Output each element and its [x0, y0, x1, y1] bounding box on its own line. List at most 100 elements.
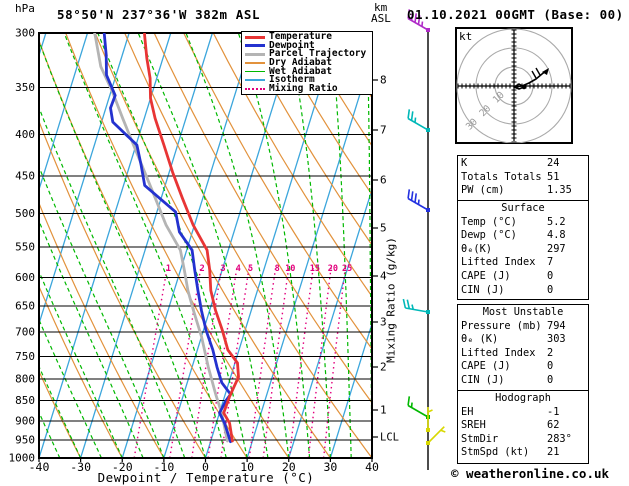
legend: Temperature Dewpoint Parcel Trajectory Dry … [241, 31, 373, 95]
legend-swatch-parcel-trajectory [245, 52, 265, 56]
legend-label: Dewpoint [269, 39, 315, 51]
stat-row: Lifted Index 2 [461, 347, 585, 361]
x-axis-label: Dewpoint / Temperature (°C) [97, 470, 315, 485]
legend-item: Isotherm [245, 75, 370, 84]
stat-value: 297 [547, 242, 566, 255]
hodograph-trace-barb [531, 70, 537, 79]
wet-adiabat-line [237, 33, 311, 458]
km-tick-label: 1 [380, 404, 387, 417]
legend-label: Temperature [269, 31, 332, 43]
mixing-ratio-label: 25 [342, 264, 352, 274]
hodograph-trace [513, 70, 547, 90]
stat-label: Dewp (°C) [461, 229, 517, 242]
pressure-tick-label: 850 [15, 394, 35, 407]
stat-label: CAPE (J) [461, 360, 511, 373]
isotherm-line [204, 33, 338, 458]
stat-label: Temp (°C) [461, 215, 517, 228]
stats-box-most-unstable: Most Unstable Pressure (mb) 794 θₑ (K) 303 Li… [457, 304, 589, 391]
stat-row: StmSpd (kt) 21 [461, 446, 585, 460]
wind-barb [407, 9, 430, 32]
dry-adiabat-line [39, 369, 82, 458]
pressure-tick-label: 350 [15, 81, 35, 94]
pressure-tick-label: 500 [15, 207, 35, 220]
km-tick-label: 4 [380, 270, 387, 283]
stat-label: Pressure (mb) [461, 319, 542, 332]
pressure-tick-label: 900 [15, 414, 35, 427]
isotherm-line [39, 33, 130, 326]
stat-label: PW (cm) [461, 184, 505, 197]
wet-adiabat-line [39, 39, 207, 458]
pressure-tick-label: 700 [15, 326, 35, 339]
lcl-label: LCL [380, 432, 399, 444]
wind-barb [407, 396, 430, 419]
temp-tick-label: 30 [323, 460, 337, 474]
stat-row: PW (cm) 1.35 [461, 184, 585, 198]
wind-barb [426, 426, 446, 445]
stat-value: 1.35 [547, 184, 572, 197]
stats-box-hodograph: Hodograph EH -1 SREH 62 StmDir 283° StmSpd (kt)… [457, 390, 589, 464]
stat-value: 51 [547, 170, 560, 183]
legend-item: Temperature [245, 31, 370, 43]
hodograph-trace-knot [521, 84, 527, 90]
mixing-ratio-line [262, 265, 290, 458]
stat-value: 794 [547, 319, 566, 332]
wind-barb [407, 189, 430, 212]
mixing-ratio-line [207, 265, 238, 458]
legend-swatch-temperature [245, 35, 265, 39]
wind-barb [402, 298, 430, 314]
stat-value: 0 [547, 373, 554, 386]
stat-row: CIN (J) 0 [461, 374, 585, 388]
mixing-ratio-line [133, 265, 169, 458]
stat-label: Totals Totals [461, 170, 542, 183]
mixing-ratio-label: 4 [236, 264, 241, 274]
stat-value: 24 [547, 157, 560, 169]
pressure-tick-label: 950 [15, 433, 35, 446]
height-axis-unit-sub: ASL [371, 12, 391, 25]
stat-value: 62 [547, 419, 560, 432]
pressure-tick-label: 600 [15, 271, 35, 284]
isotherm-line [39, 33, 89, 192]
legend-item: Parcel Trajectory [245, 49, 370, 59]
km-tick-label: 7 [380, 124, 387, 137]
mixing-ratio-line [169, 265, 202, 458]
stat-row: StmDir 283° [461, 433, 585, 447]
legend-label: Mixing Ratio [269, 82, 338, 94]
stat-row: θₑ (K) 303 [461, 333, 585, 347]
hodograph-unit-label: kt [459, 30, 473, 43]
legend-swatch-mixing-ratio [245, 87, 265, 90]
temp-tick-label: 10 [240, 460, 254, 474]
page-title: 58°50'N 237°36'W 382m ASL [57, 7, 261, 22]
isotherm-line [39, 33, 172, 458]
mixing-ratio-label: 3 [220, 264, 225, 274]
temperature-curve [143, 33, 240, 443]
wet-adiabat-line [185, 33, 290, 458]
km-tick-label: 3 [380, 316, 387, 329]
pressure-axis-unit: hPa [15, 2, 35, 15]
mixing-ratio-label: 8 [275, 264, 280, 274]
stat-row: Pressure (mb) 794 [461, 320, 585, 334]
stat-label: CIN (J) [461, 373, 505, 386]
legend-item: Dry Adiabat [245, 58, 370, 67]
stat-row: Totals Totals 51 [461, 171, 585, 185]
dry-adiabat-line [271, 33, 372, 196]
mixing-ratio-line [307, 265, 332, 458]
stat-value: 0 [547, 360, 554, 373]
stat-label: θₑ (K) [461, 333, 499, 346]
isotherm-line [246, 52, 372, 458]
dry-adiabat-line [39, 119, 207, 458]
dry-adiabat-line [183, 33, 372, 350]
km-tick-label: 2 [380, 361, 387, 374]
mixing-ratio-label: 5 [248, 264, 253, 274]
mixing-ratio-label: 20 [328, 264, 338, 274]
hodograph-trace-arrowhead [542, 68, 549, 75]
stat-row: CAPE (J) 0 [461, 360, 585, 374]
pressure-tick-label: 550 [15, 240, 35, 253]
stat-row: EH -1 [461, 406, 585, 420]
temp-tick-label: 40 [365, 460, 379, 474]
pressure-tick-label: 650 [15, 299, 35, 312]
temp-tick-label: -20 [112, 460, 133, 474]
legend-swatch-dry-adiabat [245, 62, 265, 64]
stat-value: 7 [547, 256, 554, 269]
stat-label: StmSpd (kt) [461, 446, 530, 459]
